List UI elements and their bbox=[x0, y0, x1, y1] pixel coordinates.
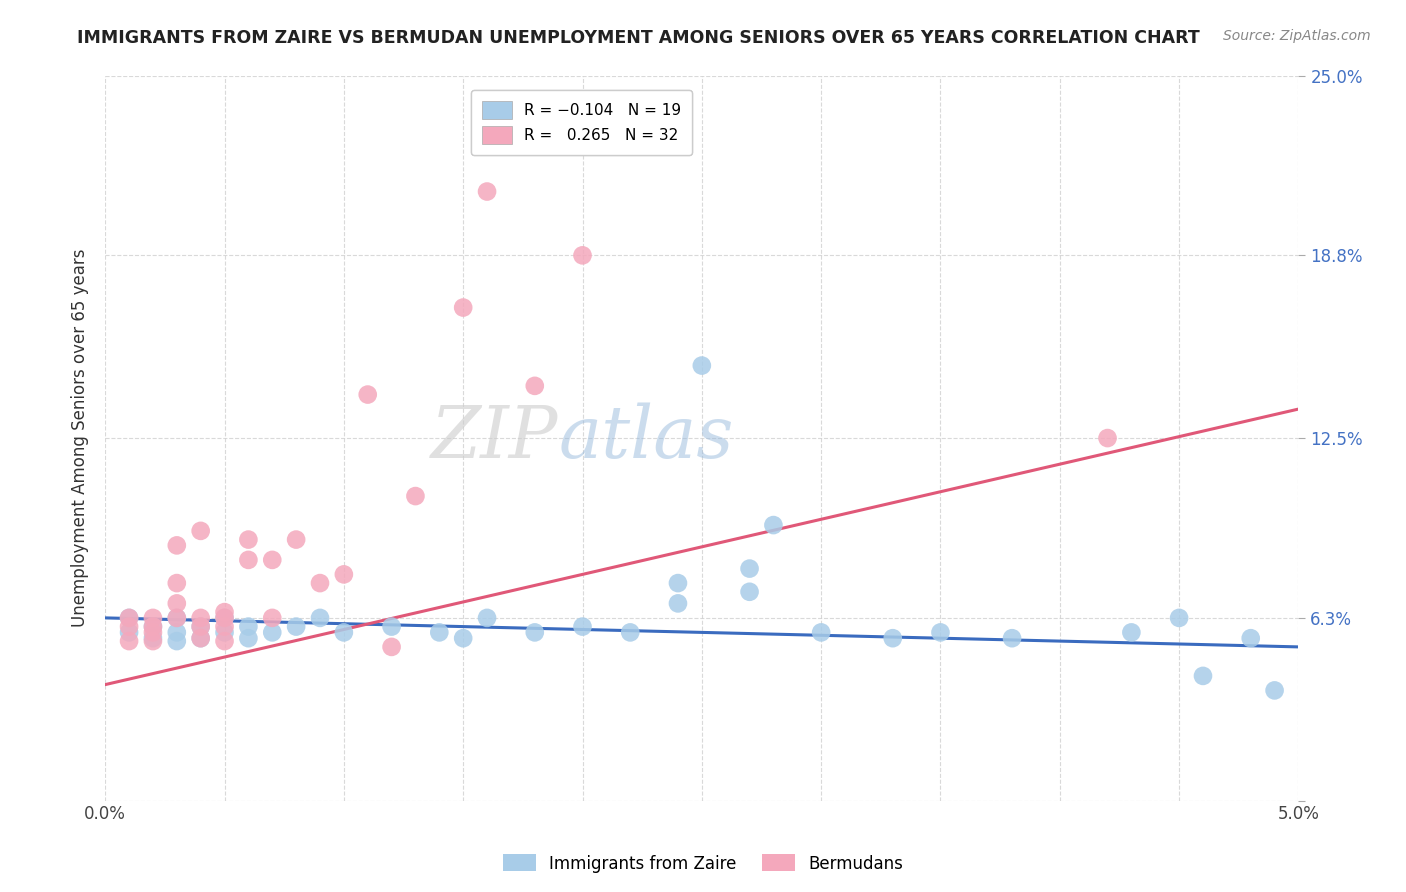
Point bbox=[451, 301, 474, 315]
Y-axis label: Unemployment Among Seniors over 65 years: Unemployment Among Seniors over 65 years bbox=[72, 249, 89, 627]
Legend: R = −0.104   N = 19, R =   0.265   N = 32: R = −0.104 N = 19, R = 0.265 N = 32 bbox=[471, 90, 692, 154]
Point bbox=[166, 538, 188, 552]
Point bbox=[142, 631, 165, 645]
Point bbox=[381, 640, 404, 654]
Point bbox=[882, 631, 904, 645]
Point bbox=[333, 567, 356, 582]
Point bbox=[238, 533, 260, 547]
Point bbox=[381, 619, 404, 633]
Point bbox=[214, 611, 236, 625]
Point bbox=[738, 561, 761, 575]
Point bbox=[357, 387, 380, 401]
Point bbox=[118, 611, 141, 625]
Text: atlas: atlas bbox=[558, 403, 734, 474]
Point bbox=[523, 625, 546, 640]
Point bbox=[1001, 631, 1024, 645]
Legend: Immigrants from Zaire, Bermudans: Immigrants from Zaire, Bermudans bbox=[496, 847, 910, 880]
Point bbox=[1192, 669, 1215, 683]
Point bbox=[475, 611, 498, 625]
Point bbox=[262, 553, 284, 567]
Point bbox=[762, 518, 785, 533]
Point bbox=[142, 619, 165, 633]
Point bbox=[118, 634, 141, 648]
Point bbox=[166, 625, 188, 640]
Point bbox=[238, 619, 260, 633]
Text: ZIP: ZIP bbox=[432, 403, 558, 474]
Point bbox=[285, 533, 308, 547]
Point bbox=[190, 631, 212, 645]
Point bbox=[142, 611, 165, 625]
Point bbox=[309, 611, 332, 625]
Point bbox=[404, 489, 426, 503]
Point bbox=[166, 634, 188, 648]
Point bbox=[118, 625, 141, 640]
Point bbox=[190, 631, 212, 645]
Point bbox=[214, 611, 236, 625]
Point bbox=[238, 631, 260, 645]
Point bbox=[929, 625, 952, 640]
Point bbox=[214, 634, 236, 648]
Point bbox=[1097, 431, 1119, 445]
Point bbox=[190, 524, 212, 538]
Point bbox=[190, 611, 212, 625]
Point bbox=[214, 625, 236, 640]
Point bbox=[214, 619, 236, 633]
Point bbox=[285, 619, 308, 633]
Text: Source: ZipAtlas.com: Source: ZipAtlas.com bbox=[1223, 29, 1371, 43]
Point bbox=[166, 611, 188, 625]
Point bbox=[142, 634, 165, 648]
Text: IMMIGRANTS FROM ZAIRE VS BERMUDAN UNEMPLOYMENT AMONG SENIORS OVER 65 YEARS CORRE: IMMIGRANTS FROM ZAIRE VS BERMUDAN UNEMPL… bbox=[77, 29, 1201, 46]
Point bbox=[166, 611, 188, 625]
Point bbox=[142, 619, 165, 633]
Point bbox=[1121, 625, 1143, 640]
Point bbox=[690, 359, 713, 373]
Point bbox=[118, 619, 141, 633]
Point bbox=[1240, 631, 1263, 645]
Point bbox=[262, 611, 284, 625]
Point bbox=[166, 576, 188, 591]
Point bbox=[666, 596, 689, 610]
Point bbox=[427, 625, 450, 640]
Point bbox=[666, 576, 689, 591]
Point bbox=[118, 611, 141, 625]
Point bbox=[571, 619, 593, 633]
Point bbox=[619, 625, 641, 640]
Point bbox=[309, 576, 332, 591]
Point bbox=[523, 379, 546, 393]
Point bbox=[166, 596, 188, 610]
Point bbox=[451, 631, 474, 645]
Point bbox=[214, 605, 236, 619]
Point bbox=[238, 553, 260, 567]
Point bbox=[810, 625, 832, 640]
Point bbox=[1264, 683, 1286, 698]
Point bbox=[1168, 611, 1191, 625]
Point bbox=[262, 625, 284, 640]
Point bbox=[475, 185, 498, 199]
Point bbox=[738, 584, 761, 599]
Point bbox=[333, 625, 356, 640]
Point bbox=[571, 248, 593, 262]
Point bbox=[190, 619, 212, 633]
Point bbox=[142, 625, 165, 640]
Point bbox=[190, 619, 212, 633]
